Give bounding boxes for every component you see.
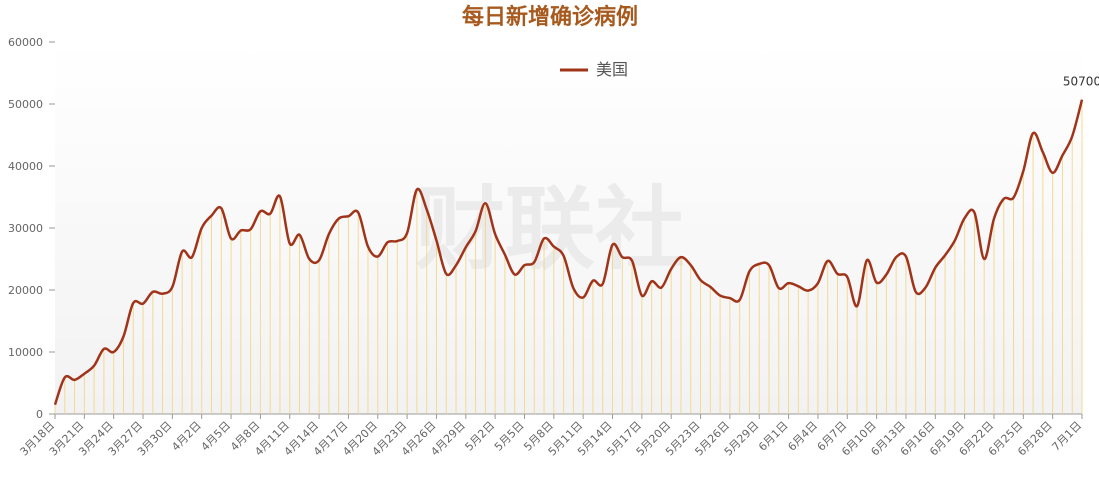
x-tick-label: 4月2日 bbox=[169, 419, 204, 454]
x-tick-label: 5月2日 bbox=[463, 419, 498, 454]
x-tick-label: 7月1日 bbox=[1049, 419, 1084, 454]
y-tick-label: 0 bbox=[36, 408, 43, 421]
data-label: 50700 bbox=[1063, 75, 1099, 89]
x-tick-label: 5月5日 bbox=[492, 419, 527, 454]
x-tick-label: 6月1日 bbox=[756, 419, 791, 454]
y-tick-label: 20000 bbox=[8, 284, 43, 297]
x-tick-label: 6月4日 bbox=[785, 419, 820, 454]
y-tick-label: 10000 bbox=[8, 346, 43, 359]
x-tick-label: 4月5日 bbox=[199, 419, 234, 454]
y-tick-label: 40000 bbox=[8, 160, 43, 173]
chart-title: 每日新增确诊病例 bbox=[462, 4, 638, 30]
y-tick-label: 30000 bbox=[8, 222, 43, 235]
series-line bbox=[53, 99, 1084, 406]
legend-label: 美国 bbox=[596, 60, 628, 79]
y-tick-label: 50000 bbox=[8, 98, 43, 111]
watermark: 财联社 bbox=[415, 177, 685, 282]
y-tick-label: 60000 bbox=[8, 36, 43, 49]
